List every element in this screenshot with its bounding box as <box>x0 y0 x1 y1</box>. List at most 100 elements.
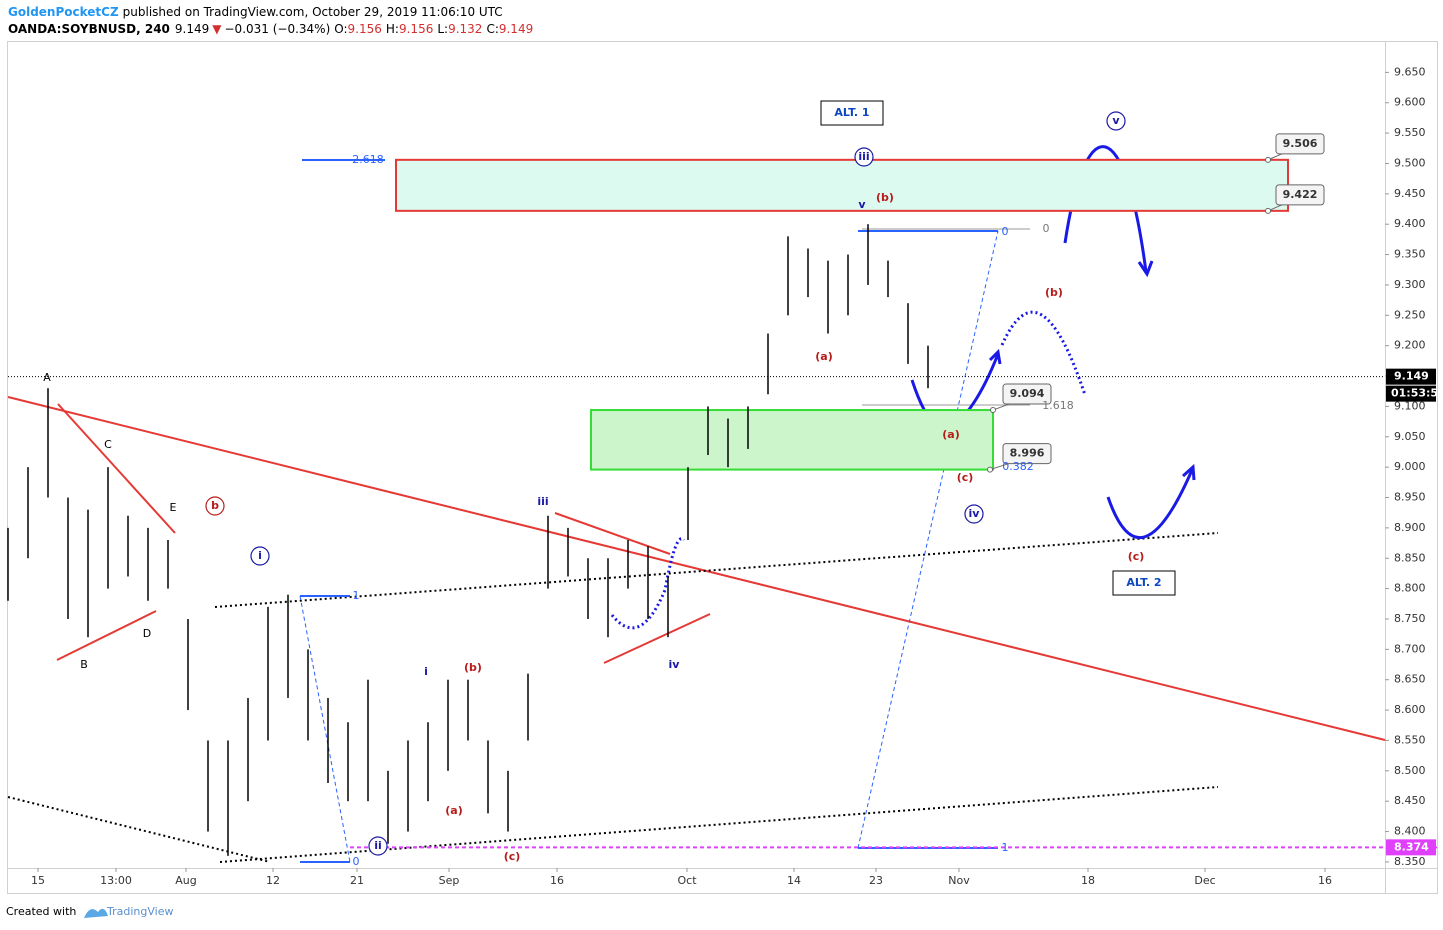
fib-label: 1 <box>1002 841 1009 854</box>
wave-label: iv <box>669 658 681 671</box>
label-circle <box>205 496 225 516</box>
x-tick-label: Sep <box>439 874 460 887</box>
wave-label: (b) <box>876 191 894 204</box>
fib-label: 0 <box>1043 222 1050 235</box>
wave-label: E <box>170 501 177 514</box>
x-tick-label: 13:00 <box>100 874 132 887</box>
label-box <box>820 100 884 126</box>
y-tick-label: 9.650 <box>1394 65 1426 78</box>
x-tick-label: Oct <box>677 874 697 887</box>
header-text: 9.149 <box>175 22 209 36</box>
y-tick-label: 8.500 <box>1394 764 1426 777</box>
x-tick-label: 16 <box>1318 874 1332 887</box>
callout-label: 9.422 <box>1283 188 1318 201</box>
header-text: O: <box>334 22 347 36</box>
y-tick-label: 8.400 <box>1394 825 1426 838</box>
trendline <box>603 613 711 664</box>
arrowhead <box>1181 463 1196 481</box>
callout-box <box>1275 184 1325 206</box>
y-tick-label: 9.050 <box>1394 430 1426 443</box>
callout-box <box>1002 443 1052 465</box>
header-text: ▼ <box>212 22 222 36</box>
y-tick-label: 8.700 <box>1394 642 1426 655</box>
callout-anchor <box>990 407 996 414</box>
wave-label: C <box>104 438 112 451</box>
arrowhead <box>988 348 1002 365</box>
x-tick-label: 21 <box>350 874 364 887</box>
fib-label: 1 <box>353 589 360 602</box>
wave-label: iv <box>969 507 981 520</box>
wave-label: b <box>211 499 219 512</box>
wave-label: (c) <box>1128 550 1145 563</box>
y-tick-label: 9.550 <box>1394 126 1426 139</box>
trendline <box>7 396 1386 741</box>
y-tick-label: 8.950 <box>1394 491 1426 504</box>
wave-label: v <box>1112 114 1120 127</box>
trendline <box>57 403 176 534</box>
header-text: 9.149 <box>499 22 533 36</box>
last-price-label: 9.149 <box>1394 370 1429 383</box>
y-tick-label: 9.250 <box>1394 308 1426 321</box>
frame <box>7 41 1438 894</box>
callout-anchor <box>987 466 993 473</box>
plot <box>7 158 1437 856</box>
y-tick-label: 8.750 <box>1394 612 1426 625</box>
y-tick-label: 8.650 <box>1394 673 1426 686</box>
y-tick-label: 8.800 <box>1394 582 1426 595</box>
axes: 8.350 8.400 8.450 8.500 8.550 8.600 8.650 8.700… <box>31 65 1443 887</box>
callout-box <box>1002 383 1052 405</box>
countdown-label: 01:53:53 <box>1391 387 1443 400</box>
level-label: 8.374 <box>1394 840 1429 853</box>
fib-label: 0.382 <box>1002 460 1034 473</box>
y-tick-label: 9.000 <box>1394 460 1426 473</box>
projection-arrow <box>1106 469 1194 540</box>
wave-label: (b) <box>464 661 482 674</box>
callout-anchor <box>1265 207 1271 214</box>
header-text: H: <box>386 22 399 36</box>
footer-brand: TradingView <box>106 905 173 918</box>
header-text: published on TradingView.com, October 29… <box>123 5 503 19</box>
y-tick-label: 8.550 <box>1394 733 1426 746</box>
x-tick-label: Dec <box>1194 874 1215 887</box>
fib-trend <box>857 230 999 849</box>
wave-label: ALT. 2 <box>1126 576 1161 589</box>
wave-label: (b) <box>1045 286 1063 299</box>
x-tick-label: 23 <box>869 874 883 887</box>
header: GoldenPocketCZ published on TradingView.c… <box>8 5 533 36</box>
header-text: −0.031 (−0.34%) <box>225 22 331 36</box>
header-text: L: <box>437 22 448 36</box>
callout-box <box>1275 133 1325 155</box>
x-tick-label: 18 <box>1081 874 1095 887</box>
y-tick-label: 8.350 <box>1394 855 1426 868</box>
header-text: OANDA:SOYBNUSD, 240 <box>8 22 170 36</box>
fib-label: 0 <box>1002 225 1009 238</box>
wave-label: iii <box>537 495 548 508</box>
projection-path <box>1000 310 1087 396</box>
wave-label: v <box>858 198 866 211</box>
support-zone <box>590 409 994 471</box>
y-tick-label: 9.200 <box>1394 339 1426 352</box>
x-tick-label: Aug <box>175 874 196 887</box>
callout-anchor <box>1265 156 1271 163</box>
x-tick-label: 15 <box>31 874 45 887</box>
label-circle <box>964 504 984 524</box>
countdown-tag <box>1386 385 1436 402</box>
y-tick-label: 9.450 <box>1394 187 1426 200</box>
label-box <box>1112 570 1176 596</box>
fib-label: 2.618 <box>352 153 384 166</box>
y-tick-label: 9.300 <box>1394 278 1426 291</box>
y-tick-label: 9.350 <box>1394 248 1426 261</box>
header-text: 9.156 <box>348 22 382 36</box>
wave-label: iii <box>858 150 869 163</box>
y-tick-label: 9.100 <box>1394 399 1426 412</box>
footer-text: Created with <box>6 905 76 918</box>
x-tick-label: 14 <box>787 874 801 887</box>
y-tick-label: 9.500 <box>1394 156 1426 169</box>
y-tick-label: 8.450 <box>1394 794 1426 807</box>
header-line: OANDA:SOYBNUSD, 240 9.149 ▼ −0.031 (−0.34%)… <box>8 22 533 36</box>
wave-label: D <box>143 627 151 640</box>
label-circle <box>1106 111 1126 131</box>
trendline <box>56 610 157 661</box>
wave-label: ALT. 1 <box>834 106 869 119</box>
